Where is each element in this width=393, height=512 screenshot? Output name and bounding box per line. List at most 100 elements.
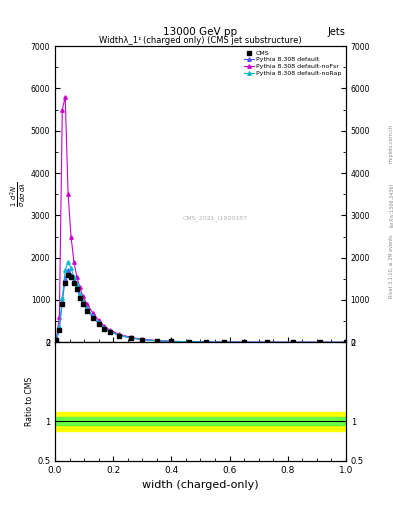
Pythia 8.308 default-noFsr bbox=[102, 323, 107, 329]
Pythia 8.308 default bbox=[169, 338, 174, 345]
Line: Pythia 8.308 default: Pythia 8.308 default bbox=[55, 269, 347, 344]
Pythia 8.308 default-noRap bbox=[186, 338, 191, 345]
CMS bbox=[186, 339, 191, 345]
CMS bbox=[242, 339, 246, 345]
Bar bbox=[55, 417, 346, 425]
Pythia 8.308 default bbox=[57, 326, 62, 332]
Pythia 8.308 default-noFsr bbox=[343, 339, 348, 346]
Pythia 8.308 default bbox=[77, 293, 82, 300]
Pythia 8.308 default bbox=[291, 339, 296, 346]
Pythia 8.308 default bbox=[84, 307, 89, 313]
CMS bbox=[221, 339, 226, 345]
CMS bbox=[108, 329, 113, 335]
Pythia 8.308 default-noRap bbox=[57, 325, 62, 331]
CMS bbox=[140, 337, 145, 343]
CMS bbox=[291, 339, 296, 346]
CMS bbox=[69, 273, 73, 280]
Pythia 8.308 default-noRap bbox=[204, 339, 209, 345]
Bar bbox=[55, 412, 346, 431]
Text: mcplots.cern.ch: mcplots.cern.ch bbox=[389, 124, 393, 163]
Pythia 8.308 default bbox=[265, 339, 270, 345]
Pythia 8.308 default-noRap bbox=[117, 332, 121, 338]
Title: Widthλ_1¹ (charged only) (CMS jet substructure): Widthλ_1¹ (charged only) (CMS jet substr… bbox=[99, 36, 302, 45]
Pythia 8.308 default-noRap bbox=[102, 325, 107, 331]
Pythia 8.308 default-noFsr bbox=[96, 317, 101, 324]
CMS bbox=[75, 286, 79, 292]
Pythia 8.308 default-noFsr bbox=[90, 310, 95, 316]
Line: CMS: CMS bbox=[54, 272, 348, 345]
Pythia 8.308 default-noFsr bbox=[242, 339, 246, 345]
Pythia 8.308 default-noRap bbox=[69, 265, 73, 271]
Pythia 8.308 default-noRap bbox=[108, 328, 113, 334]
Pythia 8.308 default bbox=[117, 332, 121, 338]
Pythia 8.308 default-noRap bbox=[154, 337, 159, 344]
Pythia 8.308 default bbox=[54, 337, 59, 343]
Pythia 8.308 default-noRap bbox=[96, 319, 101, 326]
Pythia 8.308 default bbox=[221, 339, 226, 345]
Pythia 8.308 default-noRap bbox=[242, 339, 246, 345]
Pythia 8.308 default bbox=[317, 339, 322, 346]
Pythia 8.308 default-noFsr bbox=[75, 273, 79, 280]
Y-axis label: Ratio to CMS: Ratio to CMS bbox=[25, 377, 34, 426]
CMS bbox=[84, 308, 89, 314]
Pythia 8.308 default bbox=[242, 339, 246, 345]
Pythia 8.308 default-noFsr bbox=[154, 337, 159, 344]
Pythia 8.308 default-noFsr bbox=[265, 339, 270, 345]
Pythia 8.308 default-noFsr bbox=[57, 314, 62, 320]
CMS bbox=[154, 338, 159, 344]
Pythia 8.308 default-noFsr bbox=[77, 284, 82, 290]
Pythia 8.308 default bbox=[102, 326, 107, 332]
CMS bbox=[169, 338, 174, 345]
Pythia 8.308 default bbox=[140, 336, 145, 343]
Pythia 8.308 default bbox=[69, 271, 73, 278]
Pythia 8.308 default bbox=[60, 299, 64, 305]
Pythia 8.308 default-noRap bbox=[128, 335, 133, 341]
Pythia 8.308 default-noFsr bbox=[140, 336, 145, 343]
CMS bbox=[63, 280, 68, 286]
CMS bbox=[80, 301, 85, 307]
Pythia 8.308 default bbox=[128, 335, 133, 341]
Y-axis label: $\frac{1}{\sigma}\frac{d^2N}{d\sigma\,d\lambda}$: $\frac{1}{\sigma}\frac{d^2N}{d\sigma\,d\… bbox=[8, 181, 28, 207]
Pythia 8.308 default bbox=[343, 339, 348, 346]
Pythia 8.308 default-noRap bbox=[140, 336, 145, 343]
Line: Pythia 8.308 default-noRap: Pythia 8.308 default-noRap bbox=[55, 260, 347, 344]
Pythia 8.308 default bbox=[66, 267, 70, 273]
CMS bbox=[96, 321, 101, 327]
Pythia 8.308 default-noRap bbox=[75, 281, 79, 287]
Pythia 8.308 default bbox=[80, 301, 85, 307]
Pythia 8.308 default-noFsr bbox=[63, 94, 68, 100]
CMS bbox=[317, 339, 322, 346]
CMS bbox=[117, 332, 121, 338]
Pythia 8.308 default-noFsr bbox=[72, 259, 76, 265]
Pythia 8.308 default-noFsr bbox=[54, 335, 59, 341]
Pythia 8.308 default-noRap bbox=[66, 259, 70, 265]
Pythia 8.308 default-noRap bbox=[343, 339, 348, 346]
Pythia 8.308 default-noRap bbox=[291, 339, 296, 346]
CMS bbox=[90, 315, 95, 321]
Pythia 8.308 default-noRap bbox=[265, 339, 270, 345]
CMS bbox=[128, 335, 133, 341]
CMS bbox=[204, 339, 209, 345]
Pythia 8.308 default-noRap bbox=[169, 338, 174, 345]
Pythia 8.308 default-noRap bbox=[80, 298, 85, 304]
Pythia 8.308 default-noRap bbox=[63, 267, 68, 273]
Legend: CMS, Pythia 8.308 default, Pythia 8.308 default-noFsr, Pythia 8.308 default-noRa: CMS, Pythia 8.308 default, Pythia 8.308 … bbox=[243, 49, 343, 77]
CMS bbox=[60, 301, 64, 307]
Pythia 8.308 default-noRap bbox=[317, 339, 322, 346]
CMS bbox=[57, 327, 62, 333]
Pythia 8.308 default-noFsr bbox=[291, 339, 296, 346]
CMS bbox=[77, 295, 82, 301]
Text: CMS_2021_I1920187: CMS_2021_I1920187 bbox=[182, 215, 248, 221]
Pythia 8.308 default-noFsr bbox=[117, 331, 121, 337]
Text: Rivet 3.1.10, ≥ 3M events: Rivet 3.1.10, ≥ 3M events bbox=[389, 234, 393, 298]
Pythia 8.308 default-noRap bbox=[221, 339, 226, 345]
Pythia 8.308 default-noFsr bbox=[84, 301, 89, 307]
Pythia 8.308 default-noFsr bbox=[186, 338, 191, 345]
CMS bbox=[102, 326, 107, 332]
Text: [arXiv:1306.3436]: [arXiv:1306.3436] bbox=[389, 183, 393, 227]
Pythia 8.308 default-noFsr bbox=[204, 339, 209, 345]
Pythia 8.308 default-noRap bbox=[54, 337, 59, 343]
Line: Pythia 8.308 default-noFsr: Pythia 8.308 default-noFsr bbox=[55, 95, 347, 344]
Pythia 8.308 default-noFsr bbox=[108, 327, 113, 333]
Pythia 8.308 default bbox=[90, 314, 95, 321]
